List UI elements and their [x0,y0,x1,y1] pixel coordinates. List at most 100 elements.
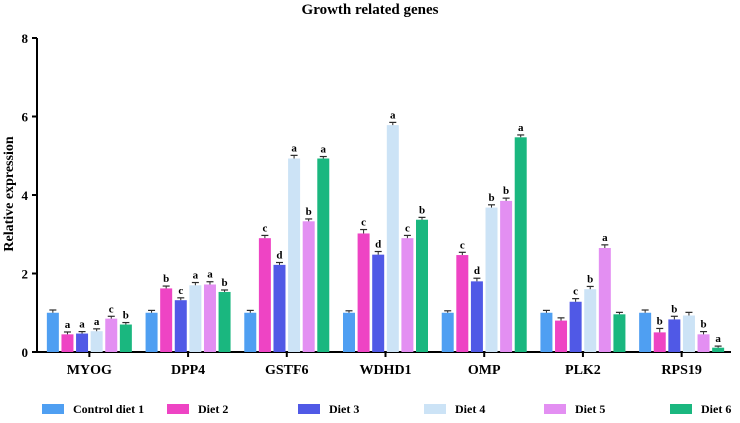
bar [357,233,370,352]
category-label: GSTF6 [265,363,309,378]
legend-swatch [42,404,64,414]
legend: Control diet 1 Diet 2 Diet 3 Diet 4 Diet 5 Di… [42,402,731,416]
category-label: MYOG [67,363,112,378]
bar [119,324,132,352]
category-label: OMP [468,363,501,378]
bar [244,312,257,352]
y-axis-label: Relative expression [2,136,17,251]
legend-swatch [167,404,189,414]
category-label: PLK2 [565,363,601,378]
bar [416,219,428,352]
significance-label: b [222,277,228,289]
legend-label: Diet 5 [575,402,605,416]
bar [189,285,202,352]
y-tick-label: 2 [22,267,29,282]
significance-label: d [276,250,282,262]
bar [160,288,173,352]
significance-label: a [193,270,199,282]
significance-label: b [488,192,494,204]
bar [514,137,527,352]
bar [401,238,414,352]
significance-label: a [390,109,396,121]
legend-swatch [544,404,566,414]
y-tick-label: 6 [22,110,29,125]
significance-label: d [375,239,381,251]
bar [653,332,666,352]
significance-label: a [207,269,213,281]
significance-label: a [79,319,85,331]
bar [639,312,652,352]
bar [145,312,158,352]
significance-label: c [361,217,366,229]
significance-label: c [109,303,114,315]
bar [76,333,89,352]
bar [555,320,568,352]
bar [569,301,582,352]
bar [90,331,103,352]
bar [372,254,385,352]
bar [174,300,187,352]
significance-label: b [123,310,129,322]
bar [288,158,301,352]
bar [682,315,695,352]
significance-label: a [602,232,608,244]
significance-label: a [65,319,71,331]
bar [46,312,59,352]
y-tick-label: 0 [22,345,29,360]
bar [598,247,611,352]
bar [613,314,626,352]
bar [302,221,315,352]
bar [61,334,74,352]
bar [712,347,725,352]
legend-label: Control diet 1 [73,402,144,416]
y-tick-label: 4 [22,188,29,203]
bar [343,312,355,352]
significance-label: b [503,185,509,197]
bar [317,158,330,352]
bar [540,312,553,352]
chart-title: Growth related genes [302,2,439,18]
significance-label: c [573,286,578,298]
legend-swatch [298,404,320,414]
bar [258,238,271,352]
bar [386,125,399,352]
bar [218,291,231,352]
significance-label: a [715,333,721,345]
legend-label: Diet 3 [329,402,359,416]
category-label: RPS19 [661,363,701,378]
legend-label: Diet 2 [198,402,228,416]
bar [273,264,286,352]
significance-label: b [419,204,425,216]
bar [485,207,498,352]
legend-swatch [670,404,692,414]
bar [697,334,710,352]
significance-label: b [671,303,677,315]
significance-label: b [163,273,169,285]
bar [456,255,469,352]
significance-label: a [94,316,100,328]
category-label: DPP4 [171,363,205,378]
bar [500,200,513,352]
bar [105,318,118,352]
bar [668,319,681,352]
significance-label: a [321,144,327,156]
legend-swatch [424,404,446,414]
significance-label: b [700,319,706,331]
significance-label: b [306,206,312,218]
category-label: WDHD1 [359,363,411,378]
legend-label: Diet 4 [455,402,485,416]
significance-label: b [657,315,663,327]
significance-label: c [460,239,465,251]
y-tick-label: 8 [22,31,29,46]
significance-label: c [178,285,183,297]
bar [584,289,597,352]
significance-label: a [291,142,297,154]
significance-label: c [405,222,410,234]
significance-label: d [474,265,480,277]
legend-label: Diet 6 [701,402,731,416]
significance-label: a [518,122,524,134]
significance-label: c [262,222,267,234]
bar [203,284,216,352]
